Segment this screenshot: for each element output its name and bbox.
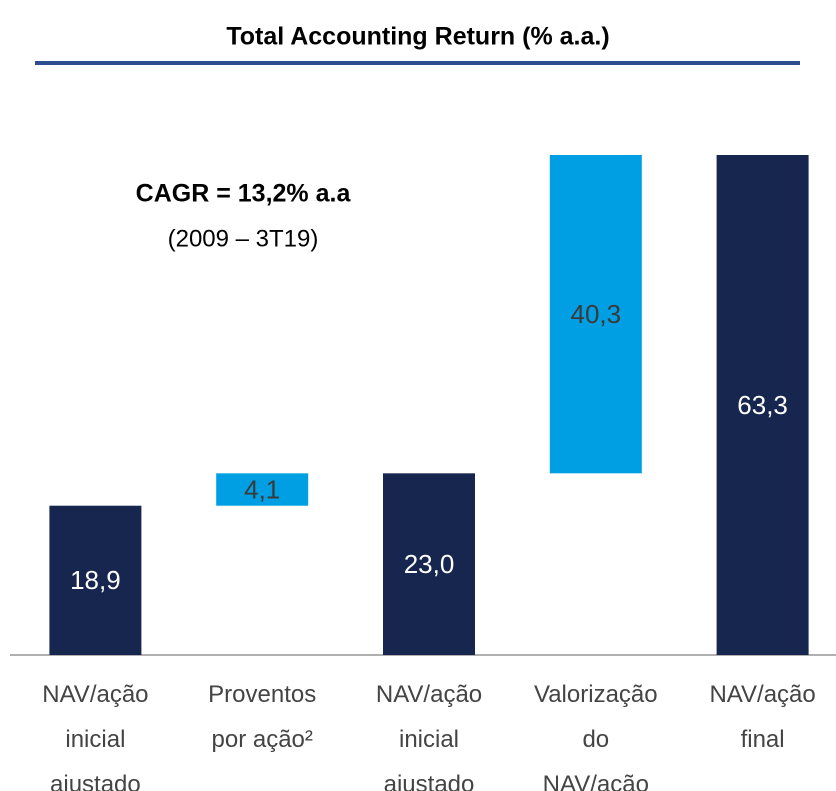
x-tick-label-line: Valorização — [534, 681, 658, 708]
x-tick-label-line: NAV/ação — [543, 771, 649, 791]
x-tick-label-line: inicial — [65, 726, 125, 753]
x-tick-label-line: ajustado — [384, 771, 475, 791]
bar — [716, 155, 809, 655]
x-tick-label: Proventos por ação² — [208, 681, 316, 753]
x-tick-label: Valorização do NAV/ação — [534, 681, 658, 791]
bar — [549, 155, 642, 474]
x-tick-label: NAV/ação inicial ajustado — [42, 681, 148, 791]
x-tick-label-line: do — [582, 726, 609, 753]
chart-title: Total Accounting Return (% a.a.) — [226, 23, 609, 51]
x-tick-label-line: Proventos — [208, 681, 316, 708]
value-label: 18,9 — [70, 565, 121, 595]
annotation-period: (2009 – 3T19) — [168, 225, 319, 252]
x-tick-label-line: NAV/ação — [376, 681, 482, 708]
value-label: 40,3 — [570, 299, 621, 329]
x-tick-label-line: inicial — [399, 726, 459, 753]
x-tick-label-line: final — [741, 726, 785, 753]
bar — [49, 505, 142, 655]
x-tick-label-line: NAV/ação — [42, 681, 148, 708]
x-tick-label-line: por ação² — [212, 726, 313, 753]
bar — [383, 473, 475, 655]
value-label: 23,0 — [404, 549, 455, 579]
x-tick-label: NAV/ação final — [709, 681, 815, 753]
x-tick-label-line: ajustado — [50, 771, 141, 791]
value-label: 4,1 — [244, 474, 280, 504]
bar — [216, 473, 309, 506]
x-tick-label: NAV/ação inicial ajustado — [376, 681, 482, 791]
x-tick-label-line: NAV/ação — [709, 681, 815, 708]
annotation-headline: CAGR = 13,2% a.a — [136, 180, 352, 208]
value-label: 63,3 — [737, 390, 788, 420]
